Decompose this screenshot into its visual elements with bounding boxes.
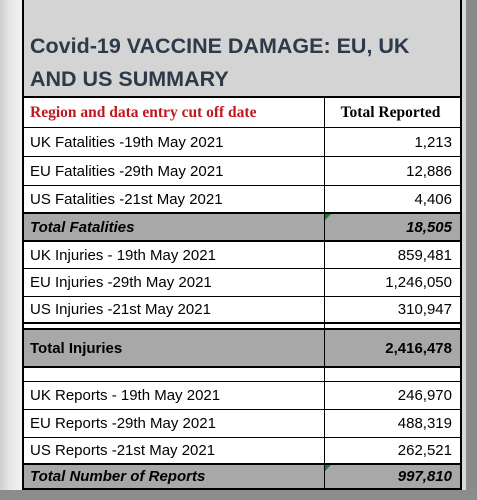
row-value: 246,970 bbox=[324, 382, 456, 409]
row-value: 262,521 bbox=[324, 438, 456, 463]
cell-note-marker bbox=[325, 214, 331, 220]
row-label: UK Reports - 19th May 2021 bbox=[30, 387, 221, 404]
row-label: UK Injuries - 19th May 2021 bbox=[30, 246, 216, 264]
row-label: EU Fatalities -29th May 2021 bbox=[30, 162, 224, 180]
table-row: EU Reports -29th May 2021 488,319 bbox=[24, 410, 460, 438]
table-row: UK Injuries - 19th May 2021 859,481 bbox=[24, 242, 460, 269]
row-label: EU Reports -29th May 2021 bbox=[30, 415, 216, 432]
row-label: US Injuries -21st May 2021 bbox=[30, 301, 211, 318]
table-row: UK Reports - 19th May 2021 246,970 bbox=[24, 382, 460, 410]
row-label: Total Number of Reports bbox=[30, 468, 206, 485]
title-line-2: AND US SUMMARY bbox=[30, 67, 229, 91]
table-row: US Injuries -21st May 2021 310,947 bbox=[24, 297, 460, 324]
table-row: US Fatalities -21st May 2021 4,406 bbox=[24, 186, 460, 214]
table-row: EU Fatalities -29th May 2021 12,886 bbox=[24, 157, 460, 186]
table-row: US Reports -21st May 2021 262,521 bbox=[24, 438, 460, 465]
row-value: 1,213 bbox=[324, 128, 456, 156]
table-row: UK Fatalities -19th May 2021 1,213 bbox=[24, 128, 460, 157]
cell-note-marker bbox=[325, 465, 331, 471]
row-label: Total Fatalities bbox=[30, 218, 135, 236]
photo-edge-left bbox=[0, 0, 22, 500]
page-title: Covid-19 VACCINE DAMAGE: EU, UK AND US S… bbox=[30, 30, 456, 96]
row-value: 859,481 bbox=[324, 242, 456, 268]
table-row: EU Injuries -29th May 2021 1,246,050 bbox=[24, 269, 460, 297]
total-reports-row: Total Number of Reports 997,810 bbox=[24, 465, 460, 490]
photo-edge-bottom bbox=[0, 490, 477, 500]
title-block: Covid-19 VACCINE DAMAGE: EU, UK AND US S… bbox=[24, 0, 460, 98]
row-value: 488,319 bbox=[324, 410, 456, 437]
row-label: UK Fatalities -19th May 2021 bbox=[30, 133, 224, 151]
table-header-row: Region and data entry cut off date Total… bbox=[24, 98, 460, 128]
row-label: US Fatalities -21st May 2021 bbox=[30, 190, 223, 208]
row-value: 2,416,478 bbox=[324, 330, 456, 366]
row-value: 310,947 bbox=[324, 297, 456, 322]
title-line-1: Covid-19 VACCINE DAMAGE: EU, UK bbox=[30, 34, 410, 58]
row-value: 12,886 bbox=[324, 157, 456, 185]
summary-table: Covid-19 VACCINE DAMAGE: EU, UK AND US S… bbox=[22, 0, 462, 490]
row-label: Total Injuries bbox=[30, 339, 123, 357]
header-total-label: Total Reported bbox=[324, 98, 456, 127]
row-value: 4,406 bbox=[324, 186, 456, 212]
row-value: 1,246,050 bbox=[324, 269, 456, 296]
row-label: US Reports -21st May 2021 bbox=[30, 442, 216, 459]
total-injuries-row: Total Injuries 2,416,478 bbox=[24, 330, 460, 368]
photo-edge-right bbox=[466, 0, 477, 500]
row-value: 997,810 bbox=[324, 465, 456, 488]
row-label: EU Injuries -29th May 2021 bbox=[30, 274, 212, 291]
header-region-label: Region and data entry cut off date bbox=[30, 103, 257, 121]
total-fatalities-row: Total Fatalities 18,505 bbox=[24, 214, 460, 242]
spacer-row bbox=[24, 368, 460, 382]
spacer-row bbox=[24, 324, 460, 330]
row-value: 18,505 bbox=[324, 214, 456, 240]
